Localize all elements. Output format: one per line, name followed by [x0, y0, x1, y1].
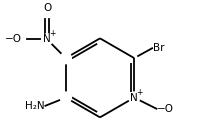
Text: H₂N: H₂N — [25, 102, 45, 111]
Text: +: + — [50, 29, 56, 38]
Text: O: O — [43, 3, 51, 13]
Circle shape — [60, 92, 71, 103]
Text: Br: Br — [153, 43, 164, 52]
Text: N: N — [130, 93, 138, 103]
Circle shape — [60, 52, 71, 64]
Text: −O: −O — [157, 104, 174, 115]
Circle shape — [129, 92, 140, 103]
Text: N: N — [43, 34, 51, 45]
Circle shape — [42, 34, 53, 45]
Text: +: + — [137, 88, 143, 97]
Text: −O: −O — [5, 34, 22, 45]
